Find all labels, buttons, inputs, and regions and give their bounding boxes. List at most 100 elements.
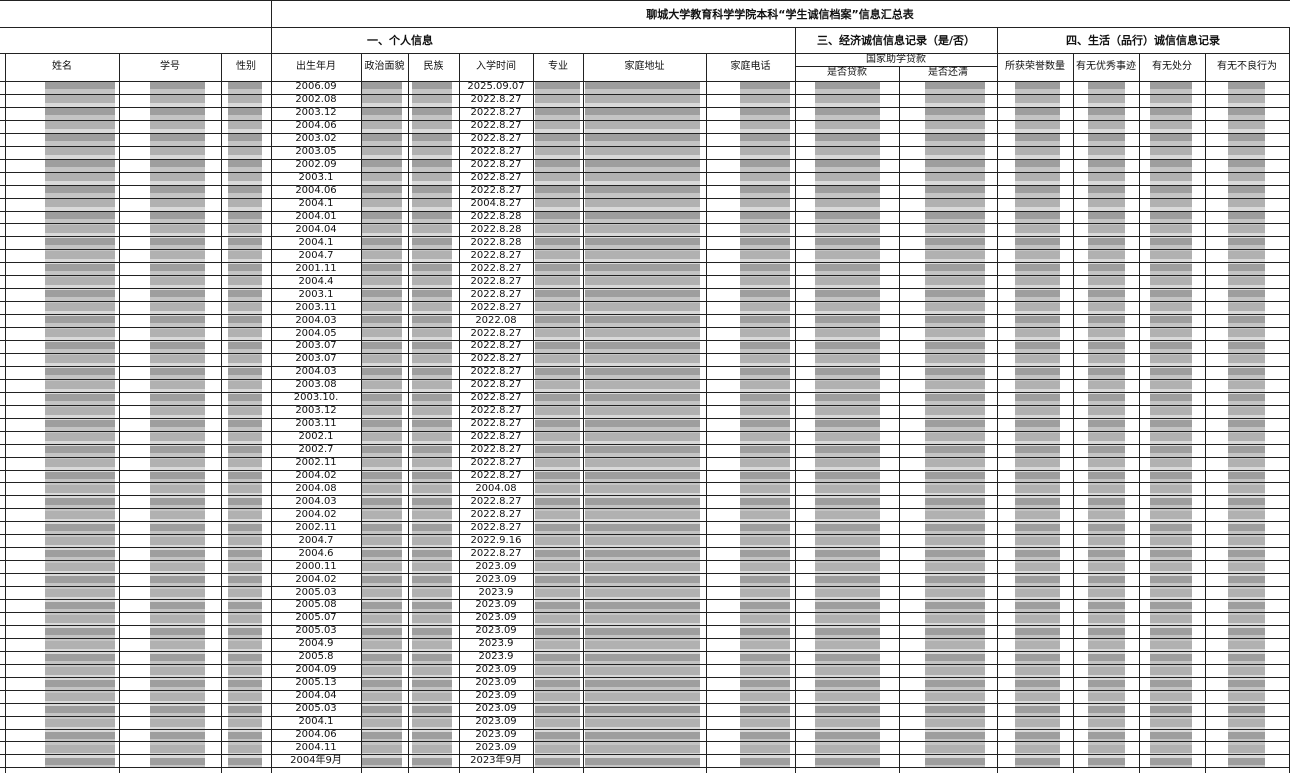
- enrollment-date: 2004.08: [475, 482, 517, 494]
- birth-date: 2005.13: [295, 677, 337, 689]
- grid-line: [0, 145, 1290, 147]
- enrollment-date: 2022.8.27: [470, 495, 522, 507]
- redacted-column: [1015, 82, 1060, 768]
- grid-line: [0, 702, 1290, 704]
- enrollment-date: 2022.8.27: [470, 469, 522, 481]
- grid-line: [0, 611, 1290, 613]
- enrollment-date: 2023.09: [475, 599, 517, 611]
- grid-line: [0, 27, 1290, 28]
- birth-date: 2005.08: [295, 599, 337, 611]
- grid-line: [0, 210, 1290, 212]
- redacted-column: [1150, 82, 1192, 768]
- grid-line: [271, 0, 272, 773]
- redacted-column: [45, 82, 115, 768]
- enrollment-date: 2004.8.27: [470, 198, 522, 210]
- grid-line: [5, 53, 6, 773]
- grid-line: [0, 288, 1290, 290]
- column-header: 有无不良行为: [1217, 60, 1277, 72]
- enrollment-date: 2025.09.07: [467, 81, 525, 93]
- birth-date: 2001.11: [295, 262, 337, 274]
- column-header: 姓名: [52, 60, 72, 72]
- birth-date: 2004.02: [295, 469, 337, 481]
- enrollment-date: 2023.09: [475, 741, 517, 753]
- enrollment-date: 2022.8.27: [470, 327, 522, 339]
- column-header: 专业: [548, 60, 568, 72]
- grid-line: [0, 456, 1290, 458]
- birth-date: 2004.1: [298, 198, 334, 210]
- grid-line: [1139, 53, 1140, 773]
- grid-line: [0, 236, 1290, 238]
- column-header: 所获荣誉数量: [1005, 60, 1065, 72]
- birth-date: 2002.11: [295, 457, 337, 469]
- enrollment-date: 2022.8.27: [470, 146, 522, 158]
- enrollment-date: 2022.8.27: [470, 405, 522, 417]
- enrollment-date: 2022.8.28: [470, 210, 522, 222]
- enrollment-date: 2022.8.27: [470, 366, 522, 378]
- redacted-column: [925, 82, 985, 768]
- enrollment-date: 2022.8.27: [470, 120, 522, 132]
- birth-date: 2005.07: [295, 612, 337, 624]
- birth-date: 2004.04: [295, 690, 337, 702]
- grid-line: [0, 262, 1290, 264]
- enrollment-date: 2022.8.27: [470, 431, 522, 443]
- birth-date: 2005.03: [295, 703, 337, 715]
- redacted-column: [535, 82, 580, 768]
- grid-line: [0, 663, 1290, 665]
- grid-line: [459, 53, 460, 773]
- column-header: 是否还清: [928, 67, 968, 78]
- birth-date: 2000.11: [295, 560, 337, 572]
- grid-line: [0, 560, 1290, 562]
- section-header: 一、个人信息: [367, 34, 433, 47]
- enrollment-date: 2022.8.27: [470, 353, 522, 365]
- grid-line: [0, 0, 1290, 1]
- grid-line: [583, 53, 584, 773]
- grid-line: [0, 365, 1290, 367]
- enrollment-date: 2023.09: [475, 612, 517, 624]
- birth-date: 2004.09: [295, 664, 337, 676]
- grid-line: [0, 599, 1290, 600]
- grid-line: [0, 327, 1290, 329]
- enrollment-date: 2022.8.27: [470, 262, 522, 274]
- birth-date: 2003.1: [298, 288, 334, 300]
- enrollment-date: 2022.8.27: [470, 275, 522, 287]
- birth-date: 2003.1: [298, 172, 334, 184]
- enrollment-date: 2022.8.27: [470, 288, 522, 300]
- grid-line: [0, 534, 1290, 536]
- column-header: 入学时间: [476, 60, 516, 72]
- grid-line: [0, 430, 1290, 432]
- birth-date: 2002.7: [298, 444, 334, 456]
- enrollment-date: 2023.09: [475, 703, 517, 715]
- enrollment-date: 2023.09: [475, 625, 517, 637]
- column-header: 学号: [160, 60, 180, 72]
- grid-line: [795, 66, 997, 67]
- birth-date: 2003.11: [295, 301, 337, 313]
- enrollment-date: 2022.8.27: [470, 547, 522, 559]
- enrollment-date: 2022.8.27: [470, 172, 522, 184]
- redacted-column: [815, 82, 880, 768]
- birth-date: 2004.03: [295, 366, 337, 378]
- birth-date: 2004.11: [295, 741, 337, 753]
- grid-line: [0, 586, 1290, 588]
- enrollment-date: 2022.08: [475, 314, 517, 326]
- grid-line: [0, 391, 1290, 393]
- birth-date: 2003.02: [295, 133, 337, 145]
- grid-line: [0, 81, 1290, 82]
- grid-line: [0, 547, 1290, 549]
- column-group-header: 国家助学贷款: [866, 53, 926, 65]
- grid-line: [0, 624, 1290, 626]
- column-header: 是否贷款: [827, 67, 867, 78]
- enrollment-date: 2022.8.27: [470, 521, 522, 533]
- enrollment-date: 2022.8.27: [470, 392, 522, 404]
- grid-line: [997, 27, 998, 773]
- birth-date: 2003.07: [295, 340, 337, 352]
- grid-line: [0, 404, 1290, 406]
- grid-line: [0, 119, 1290, 121]
- enrollment-date: 2022.8.28: [470, 223, 522, 235]
- birth-date: 2003.11: [295, 418, 337, 430]
- birth-date: 2004.6: [298, 547, 334, 559]
- grid-line: [0, 482, 1290, 484]
- grid-line: [0, 301, 1290, 303]
- grid-line: [361, 53, 362, 773]
- grid-line: [0, 573, 1290, 575]
